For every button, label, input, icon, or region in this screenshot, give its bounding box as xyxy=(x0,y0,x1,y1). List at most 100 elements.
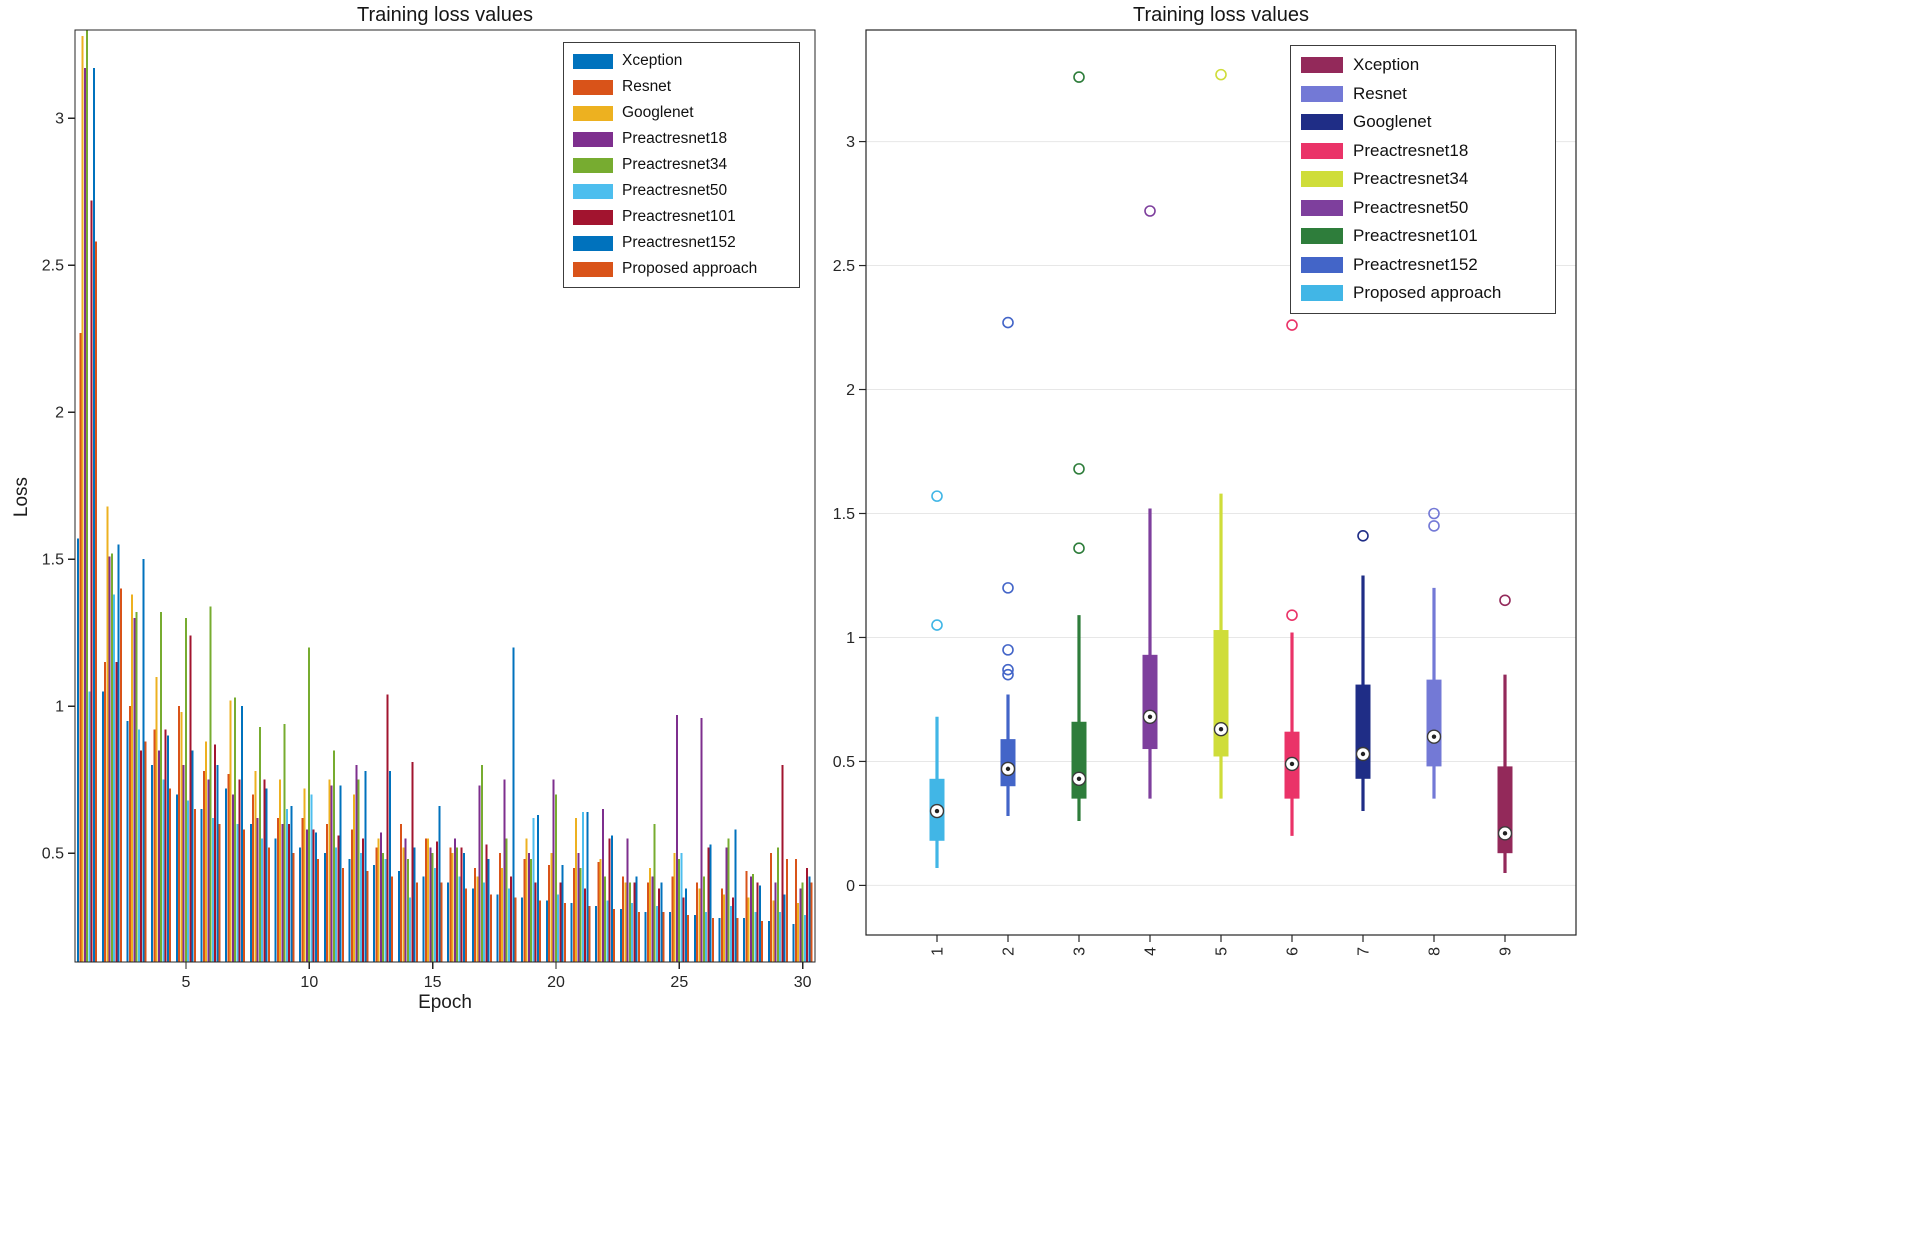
bar xyxy=(808,876,811,962)
preactresnet50-swatch xyxy=(1301,199,1343,216)
bar xyxy=(644,912,647,962)
bar xyxy=(427,838,430,962)
bar xyxy=(415,882,418,962)
bar-series-xception xyxy=(77,538,795,962)
legend-item-preactresnet18: Preactresnet18 xyxy=(1291,137,1555,166)
bar-chart: 0.5 1 1.5 2 2.5 3 5 10 15 20 25 30 xyxy=(42,29,816,991)
bar xyxy=(655,906,658,962)
legend-item-resnet: Resnet xyxy=(1291,80,1555,109)
bar xyxy=(364,770,367,962)
bar xyxy=(579,867,582,962)
outlier-marker xyxy=(1073,542,1085,555)
bar xyxy=(234,697,237,962)
bar xyxy=(460,847,463,962)
bar xyxy=(382,853,385,962)
bar xyxy=(337,835,340,962)
bar xyxy=(684,888,687,962)
legend-label: Proposed approach xyxy=(622,260,758,277)
bar xyxy=(290,806,293,962)
bar xyxy=(624,882,627,962)
bar xyxy=(756,882,759,962)
bar xyxy=(458,876,461,962)
bar xyxy=(631,903,634,962)
median-dot xyxy=(1076,776,1082,781)
bar xyxy=(595,906,598,962)
bar xyxy=(404,838,407,962)
bar xyxy=(384,859,387,962)
preactresnet101-swatch xyxy=(1301,228,1343,245)
bar xyxy=(436,841,439,962)
y-tick-label: 3 xyxy=(846,134,855,151)
bar xyxy=(137,729,140,962)
bar xyxy=(552,779,555,962)
bar xyxy=(720,888,723,962)
bar xyxy=(489,894,492,962)
googlenet-swatch xyxy=(1301,114,1343,131)
bar xyxy=(545,900,548,962)
bar xyxy=(440,882,443,962)
bar xyxy=(581,812,584,962)
bar xyxy=(471,888,474,962)
legend-item-googlenet: Googlenet xyxy=(1291,108,1555,137)
bar xyxy=(180,712,183,962)
bar xyxy=(649,867,652,962)
bar xyxy=(243,829,246,962)
googlenet-swatch xyxy=(573,105,613,121)
bar xyxy=(274,838,277,962)
bar xyxy=(449,847,452,962)
bar xyxy=(353,794,356,962)
bar xyxy=(799,888,802,962)
bar xyxy=(83,68,86,963)
right-legend: Xception Resnet Googlenet Preactresnet18 Pre… xyxy=(1290,45,1556,314)
bar xyxy=(588,906,591,962)
bar xyxy=(711,917,714,962)
bar xyxy=(81,35,84,962)
bar xyxy=(783,894,786,962)
box-group-8 xyxy=(1426,507,1442,799)
bar xyxy=(803,914,806,962)
bar xyxy=(332,750,335,962)
bar xyxy=(166,735,169,962)
legend-item-googlenet: Googlenet xyxy=(564,100,799,126)
bar xyxy=(249,823,252,962)
bar xyxy=(628,882,631,962)
bar xyxy=(216,765,219,962)
bar xyxy=(110,553,113,962)
box xyxy=(1213,630,1229,757)
outlier-marker xyxy=(1286,609,1298,621)
box-group-6 xyxy=(1284,319,1300,836)
bar xyxy=(792,923,795,962)
legend-item-preactresnet50: Preactresnet50 xyxy=(1291,194,1555,223)
legend-item-xception: Xception xyxy=(1291,51,1555,80)
bar xyxy=(308,647,311,962)
median-dot xyxy=(1289,761,1295,767)
bar xyxy=(747,897,750,962)
bar xyxy=(238,779,241,962)
box-group-9 xyxy=(1497,594,1513,874)
bar xyxy=(597,862,600,962)
bar xyxy=(256,817,259,962)
box-chart: 1 2 3 4 5 6 7 8 9 0 0.5 1 1.5 2 2.5 3 xyxy=(833,29,1577,956)
bar xyxy=(696,882,699,962)
bar xyxy=(424,838,427,962)
outlier-marker xyxy=(1215,68,1227,81)
bar xyxy=(276,817,279,962)
bar xyxy=(341,867,344,962)
bar xyxy=(619,909,622,962)
x-tick-label: 30 xyxy=(794,974,812,991)
bar xyxy=(108,556,111,962)
bar xyxy=(474,867,477,962)
x-tick-label: 4 xyxy=(1143,947,1160,956)
bar xyxy=(200,809,203,962)
bar xyxy=(184,618,187,962)
bar xyxy=(557,894,560,962)
bar xyxy=(702,876,705,962)
outlier-marker xyxy=(1002,582,1014,594)
bar xyxy=(530,859,533,962)
outlier-marker xyxy=(1428,520,1440,532)
outlier-marker xyxy=(1357,530,1369,542)
bar xyxy=(572,867,575,962)
bar xyxy=(725,847,728,962)
bar xyxy=(575,817,578,962)
bar xyxy=(119,588,122,962)
